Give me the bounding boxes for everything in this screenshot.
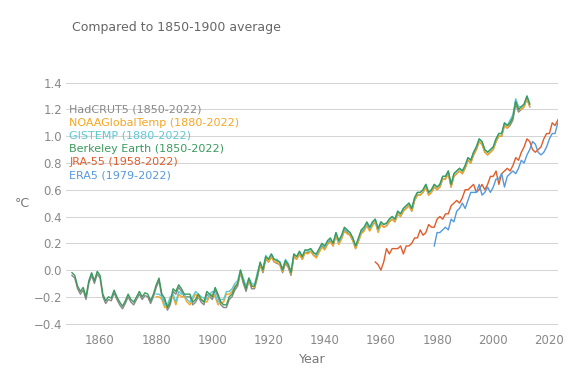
NOAAGlobalTemp (1880-2022) — [524, 96, 531, 101]
NOAAGlobalTemp (1880-2022) — [504, 126, 511, 130]
Text: Berkeley Earth (1850-2022): Berkeley Earth (1850-2022) — [69, 144, 224, 154]
Berkeley Earth (1850-2022) — [164, 305, 171, 310]
Berkeley Earth (1850-2022) — [506, 120, 513, 125]
HadCRUT5 (1850-2022) — [524, 96, 531, 101]
Text: ERA5 (1979-2022): ERA5 (1979-2022) — [69, 170, 171, 180]
HadCRUT5 (1850-2022) — [68, 273, 75, 278]
ERA5 (1979-2022) — [577, 88, 580, 93]
Text: HadCRUT5 (1850-2022): HadCRUT5 (1850-2022) — [69, 105, 202, 115]
X-axis label: Year: Year — [299, 353, 325, 366]
JRA-55 (1958-2022) — [549, 120, 556, 125]
JRA-55 (1958-2022) — [571, 94, 578, 98]
ERA5 (1979-2022) — [532, 142, 539, 147]
GISTEMP (1880-2022) — [237, 268, 244, 272]
GISTEMP (1880-2022) — [161, 303, 168, 307]
NOAAGlobalTemp (1880-2022) — [506, 120, 513, 125]
ERA5 (1979-2022) — [431, 244, 438, 248]
Line: NOAAGlobalTemp (1880-2022): NOAAGlobalTemp (1880-2022) — [156, 99, 530, 307]
Text: Compared to 1850-1900 average: Compared to 1850-1900 average — [72, 21, 281, 34]
HadCRUT5 (1850-2022) — [425, 193, 432, 197]
JRA-55 (1958-2022) — [372, 260, 379, 264]
GISTEMP (1880-2022) — [175, 289, 182, 294]
JRA-55 (1958-2022) — [442, 211, 449, 216]
NOAAGlobalTemp (1880-2022) — [237, 271, 244, 275]
Line: GISTEMP (1880-2022): GISTEMP (1880-2022) — [156, 96, 530, 305]
GISTEMP (1880-2022) — [153, 292, 160, 296]
Text: NOAAGlobalTemp (1880-2022): NOAAGlobalTemp (1880-2022) — [69, 118, 240, 128]
Line: ERA5 (1979-2022): ERA5 (1979-2022) — [434, 91, 580, 246]
Berkeley Earth (1850-2022) — [139, 295, 146, 299]
HadCRUT5 (1850-2022) — [526, 104, 533, 109]
JRA-55 (1958-2022) — [557, 112, 564, 117]
HadCRUT5 (1850-2022) — [139, 297, 146, 302]
NOAAGlobalTemp (1880-2022) — [299, 257, 306, 262]
Berkeley Earth (1850-2022) — [405, 201, 412, 205]
ERA5 (1979-2022) — [456, 206, 463, 211]
JRA-55 (1958-2022) — [419, 233, 426, 237]
JRA-55 (1958-2022) — [378, 268, 385, 272]
NOAAGlobalTemp (1880-2022) — [248, 284, 255, 288]
HadCRUT5 (1850-2022) — [291, 255, 298, 259]
Berkeley Earth (1850-2022) — [68, 271, 75, 275]
ERA5 (1979-2022) — [518, 158, 525, 163]
GISTEMP (1880-2022) — [248, 281, 255, 286]
ERA5 (1979-2022) — [512, 171, 519, 176]
Line: JRA-55 (1958-2022): JRA-55 (1958-2022) — [375, 96, 578, 270]
GISTEMP (1880-2022) — [524, 94, 531, 98]
GISTEMP (1880-2022) — [526, 102, 533, 106]
Y-axis label: °C: °C — [15, 197, 30, 210]
HadCRUT5 (1850-2022) — [506, 123, 513, 128]
JRA-55 (1958-2022) — [543, 131, 550, 136]
NOAAGlobalTemp (1880-2022) — [526, 104, 533, 109]
JRA-55 (1958-2022) — [574, 102, 580, 106]
GISTEMP (1880-2022) — [299, 255, 306, 259]
JRA-55 (1958-2022) — [476, 187, 483, 192]
Text: GISTEMP (1880-2022): GISTEMP (1880-2022) — [69, 131, 191, 141]
Berkeley Earth (1850-2022) — [425, 190, 432, 195]
Berkeley Earth (1850-2022) — [256, 260, 263, 264]
ERA5 (1979-2022) — [521, 161, 528, 165]
ERA5 (1979-2022) — [487, 190, 494, 195]
HadCRUT5 (1850-2022) — [256, 263, 263, 267]
HadCRUT5 (1850-2022) — [405, 203, 412, 208]
Berkeley Earth (1850-2022) — [291, 252, 298, 256]
Text: JRA-55 (1958-2022): JRA-55 (1958-2022) — [69, 157, 178, 167]
Berkeley Earth (1850-2022) — [524, 94, 531, 98]
NOAAGlobalTemp (1880-2022) — [153, 295, 160, 299]
NOAAGlobalTemp (1880-2022) — [161, 305, 168, 310]
GISTEMP (1880-2022) — [506, 118, 513, 122]
GISTEMP (1880-2022) — [504, 123, 511, 128]
HadCRUT5 (1850-2022) — [164, 308, 171, 312]
NOAAGlobalTemp (1880-2022) — [175, 292, 182, 296]
Line: Berkeley Earth (1850-2022): Berkeley Earth (1850-2022) — [72, 96, 530, 307]
Line: HadCRUT5 (1850-2022): HadCRUT5 (1850-2022) — [72, 99, 530, 310]
Berkeley Earth (1850-2022) — [526, 102, 533, 106]
